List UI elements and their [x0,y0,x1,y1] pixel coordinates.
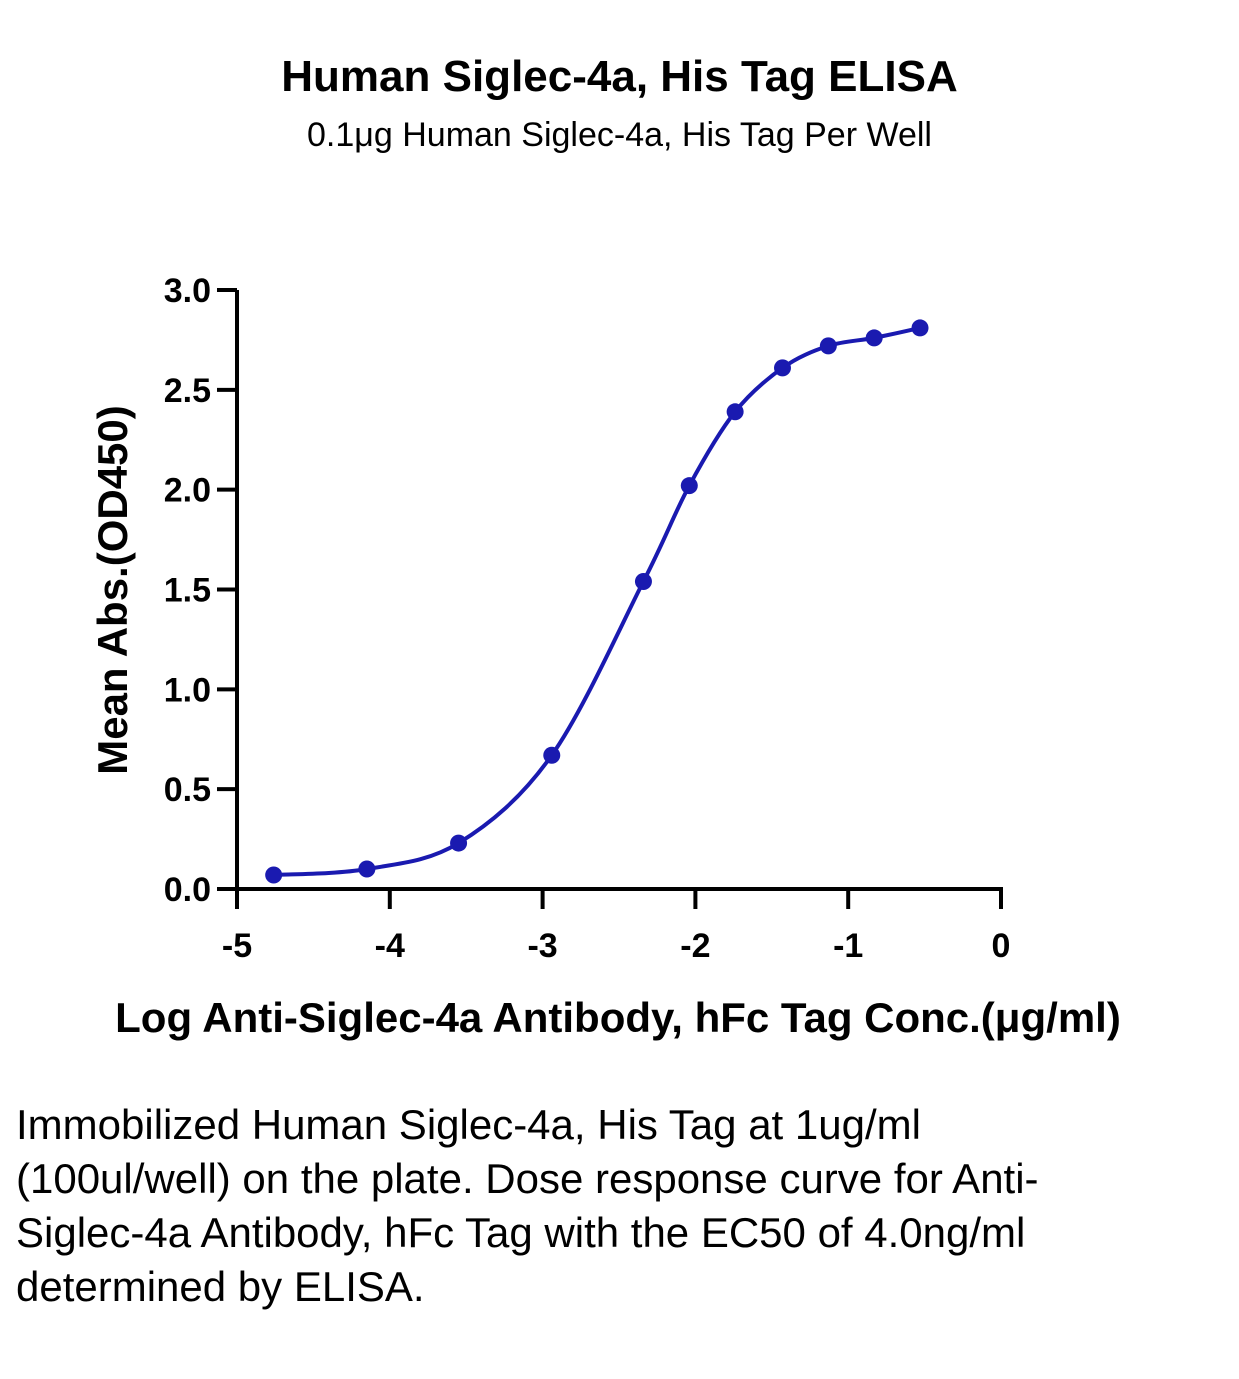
x-tick-label: 0 [992,927,1011,965]
data-point [911,319,929,337]
y-axis-title: Mean Abs.(OD450) [89,405,136,775]
y-tick-label: 2.0 [164,472,211,510]
data-point [634,573,652,591]
y-tick-label: 0.0 [164,871,211,909]
data-point [773,359,791,377]
elisa-dose-response-chart: 0.0 0.5 1.0 1.5 2.0 2.5 3.0 -5 -4 -3 -2 -1 0 Mean A… [89,272,1121,1041]
x-tick-label: -3 [527,927,557,965]
x-tick-label: -5 [222,927,252,965]
data-point [265,866,283,884]
fit-curve [273,325,921,877]
x-tick-label: -2 [680,927,710,965]
y-tick-label: 3.0 [164,272,211,310]
x-axis-title: Log Anti-Siglec-4a Antibody, hFc Tag Con… [115,994,1121,1041]
data-points [265,319,929,884]
data-point [726,403,744,421]
chart-title: Human Siglec-4a, His Tag ELISA [281,52,958,101]
y-tick-label: 2.5 [164,372,211,410]
y-axis-ticks: 0.0 0.5 1.0 1.5 2.0 2.5 3.0 [164,272,237,909]
data-point [450,834,468,852]
figure-caption: Immobilized Human Siglec-4a, His Tag at … [16,1101,1039,1310]
y-tick-label: 1.0 [164,671,211,709]
x-tick-label: -1 [833,927,863,965]
y-tick-label: 1.5 [164,572,211,610]
data-point [865,329,883,347]
y-tick-label: 0.5 [164,771,211,809]
x-axis-ticks: -5 -4 -3 -2 -1 0 [222,889,1011,965]
chart-subtitle: 0.1μg Human Siglec-4a, His Tag Per Well [307,116,932,154]
axes [235,290,1003,891]
data-point [358,860,376,878]
data-point [680,477,698,495]
data-point [543,746,561,764]
data-point [819,337,837,355]
x-tick-label: -4 [375,927,405,965]
